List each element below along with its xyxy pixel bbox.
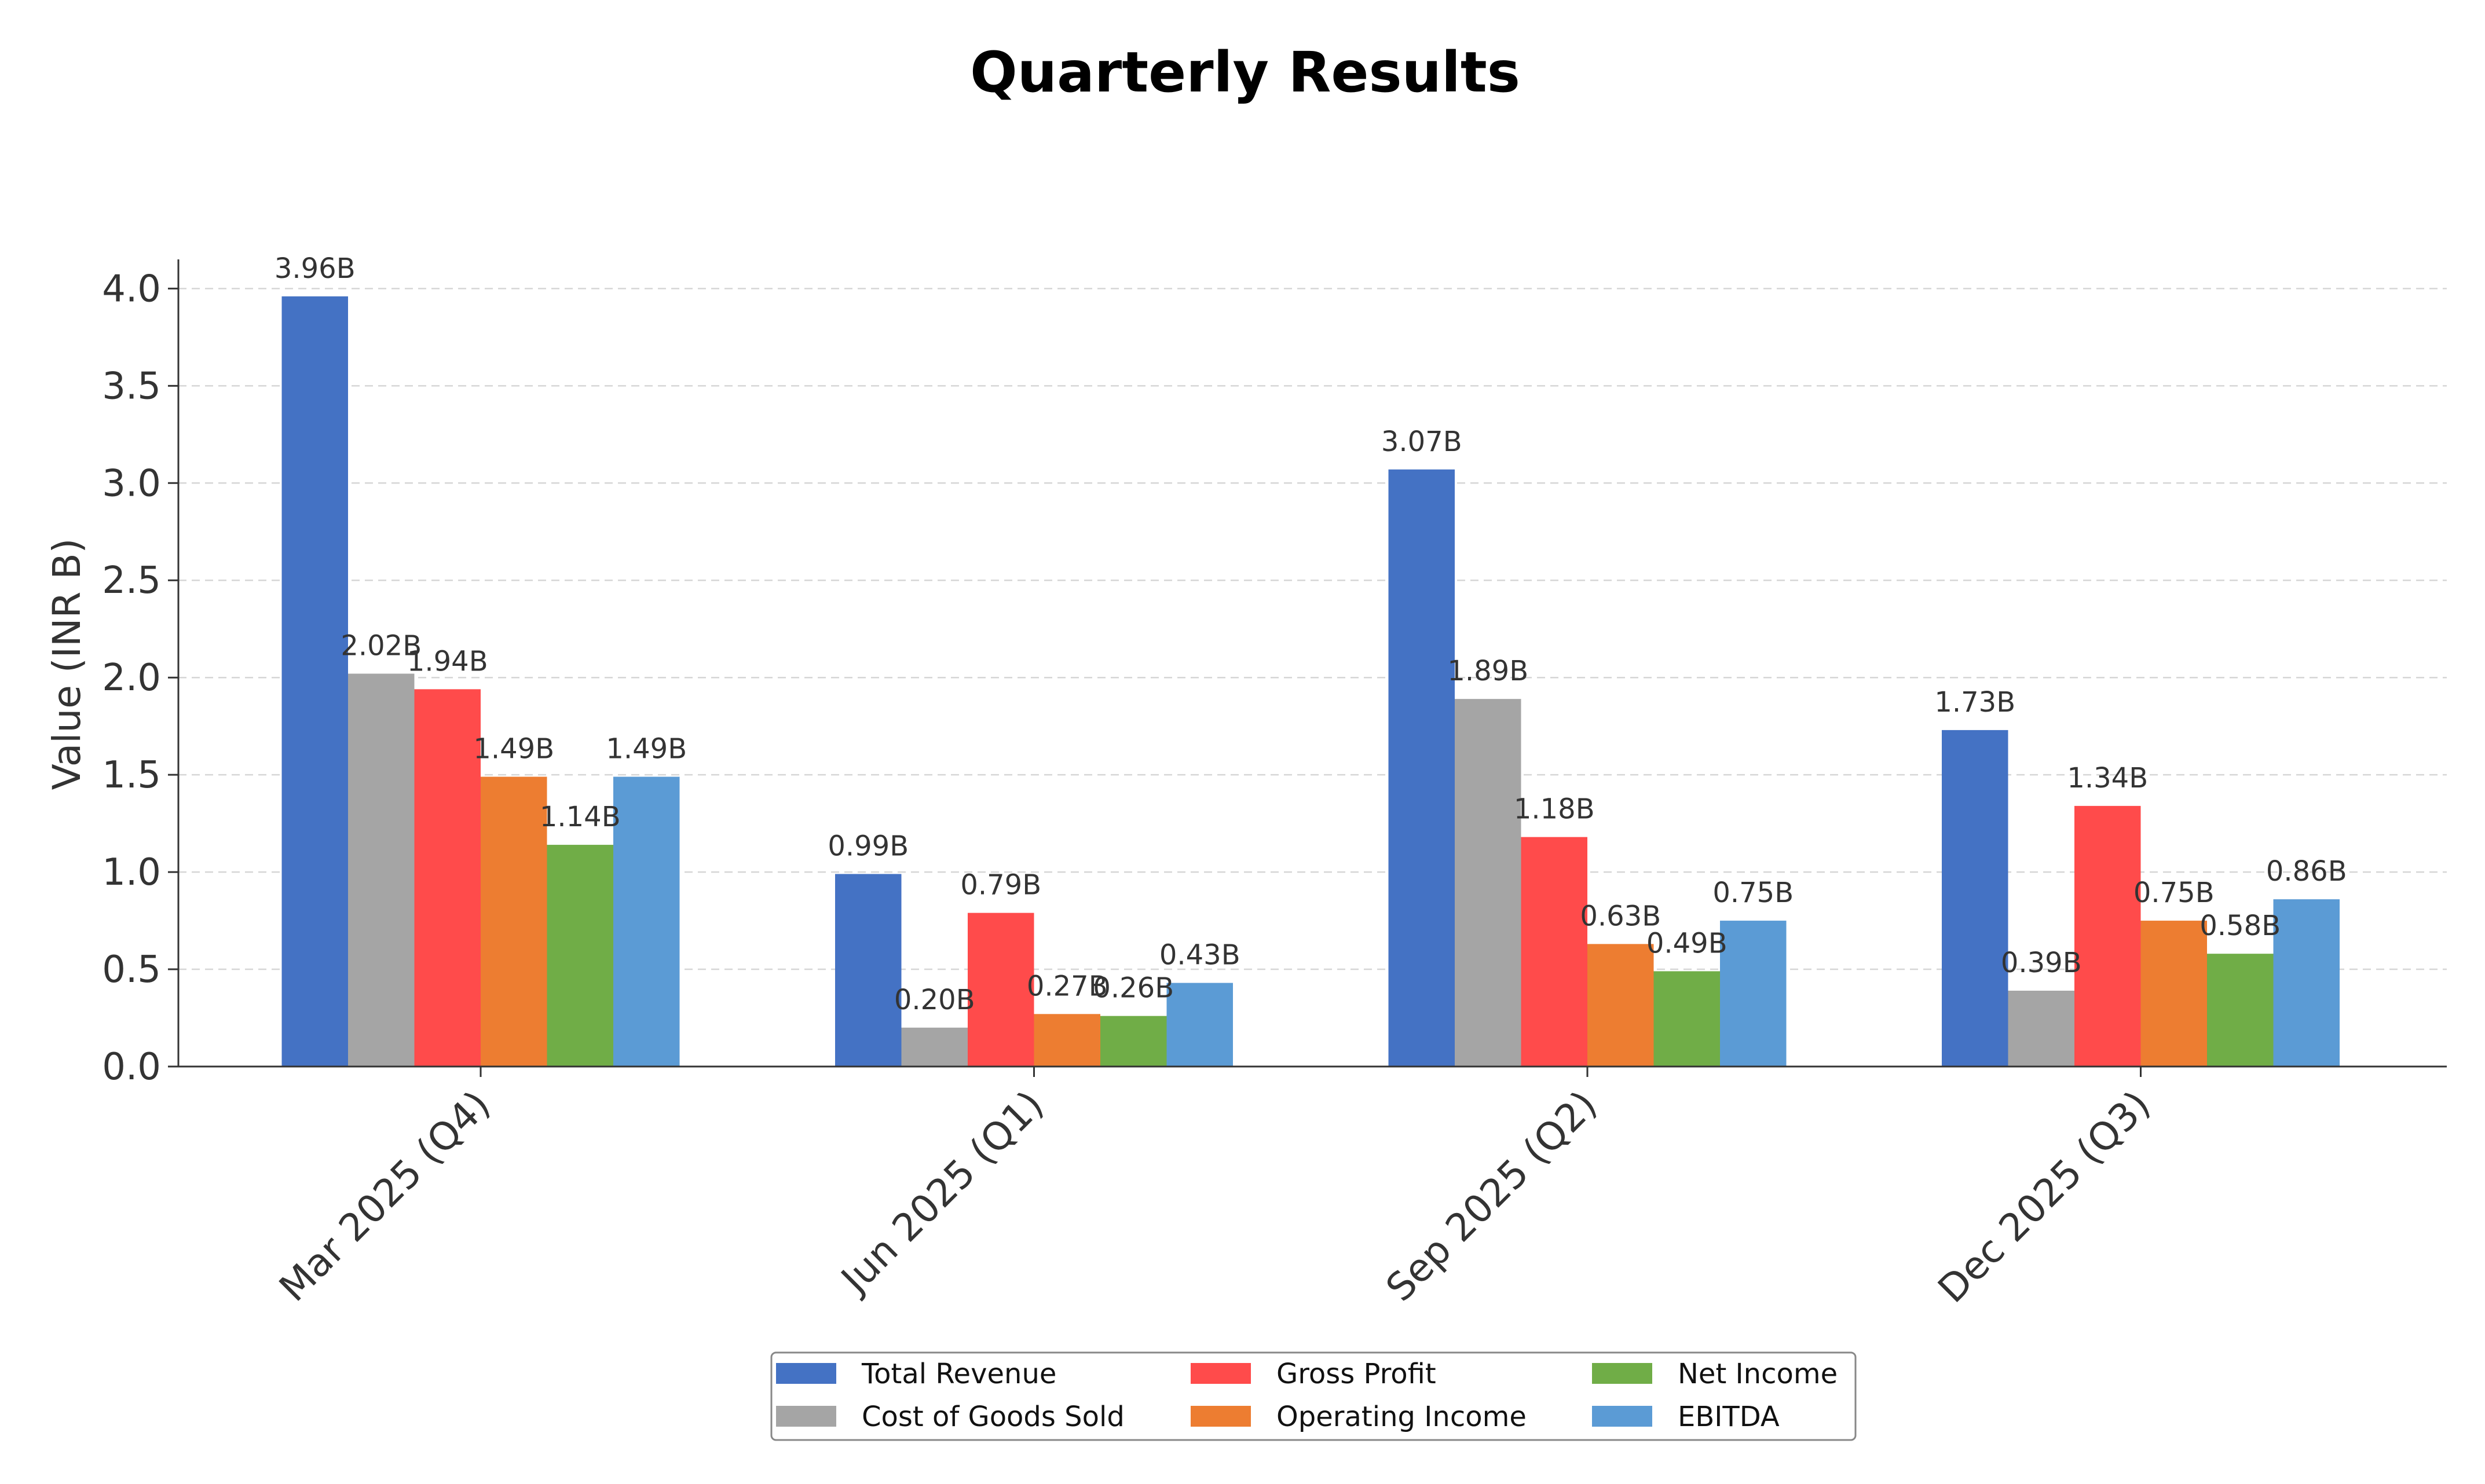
bar-operating-income [2140, 921, 2207, 1067]
legend-swatch [776, 1406, 836, 1427]
legend-swatch [1191, 1406, 1251, 1427]
bar-operating-income [481, 776, 547, 1067]
y-axis-label: Value (INR B) [45, 538, 89, 790]
legend-swatch [776, 1363, 836, 1384]
bar-total-revenue [835, 874, 902, 1067]
legend-swatch [1592, 1363, 1652, 1384]
data-label: 2.02B [341, 629, 422, 662]
data-label: 1.49B [473, 733, 554, 765]
bar-net-income [1653, 971, 1720, 1067]
data-label: 0.20B [894, 984, 975, 1016]
legend-label: Net Income [1678, 1358, 1838, 1390]
y-tick-label: 1.0 [102, 851, 161, 894]
axes-group [177, 259, 2447, 1068]
bar-total-revenue [281, 296, 348, 1067]
data-label: 1.89B [1447, 655, 1528, 687]
legend-label: Cost of Goods Sold [862, 1401, 1125, 1433]
bar-gross-profit [414, 689, 481, 1067]
bar-cost-of-goods-sold [1455, 699, 1521, 1067]
data-label: 0.27B [1027, 970, 1108, 1002]
bar-ebitda [2273, 899, 2340, 1067]
data-label: 0.49B [1646, 927, 1728, 959]
data-labels-group: 3.96B 0.99B 3.07B 1.73B 2.02B 0.20B 1.89B 0.39B… [275, 252, 2347, 1016]
legend-label: Gross Profit [1276, 1358, 1436, 1390]
y-tick-label: 0.0 [102, 1046, 161, 1089]
y-tick-label: 1.5 [102, 754, 161, 797]
y-tick-label: 2.5 [102, 559, 161, 602]
data-label: 0.75B [1712, 877, 1794, 909]
legend-swatch [1592, 1406, 1652, 1427]
bar-gross-profit [1521, 837, 1587, 1067]
bar-gross-profit [2074, 805, 2141, 1067]
bar-total-revenue [1942, 730, 2008, 1067]
bar-cost-of-goods-sold [348, 673, 415, 1067]
bar-total-revenue [1388, 469, 1455, 1067]
x-tick-label: Mar 2025 (Q4) [271, 1082, 499, 1310]
data-label: 1.94B [407, 645, 488, 677]
x-tick-label: Dec 2025 (Q3) [1930, 1082, 2159, 1311]
y-tick-label: 2.0 [102, 657, 161, 699]
bar-net-income [2207, 954, 2274, 1067]
bar-operating-income [1587, 944, 1654, 1067]
y-tick-label: 0.5 [102, 948, 161, 991]
legend-label: EBITDA [1678, 1401, 1780, 1433]
data-label: 1.14B [540, 801, 621, 833]
bar-gross-profit [968, 913, 1034, 1067]
y-tick-label: 3.5 [102, 365, 161, 408]
data-label: 1.18B [1514, 793, 1595, 826]
legend-swatch [1191, 1363, 1251, 1384]
bar-net-income [547, 845, 613, 1067]
legend-label: Total Revenue [861, 1358, 1056, 1390]
legend-box [770, 1351, 1857, 1441]
x-ticks-group: Mar 2025 (Q4) Jun 2025 (Q1) Sep 2025 (Q2) D… [271, 1067, 2159, 1311]
chart-title: Quarterly Results [970, 40, 1520, 105]
data-label: 0.75B [2133, 877, 2215, 909]
bar-ebitda [613, 776, 680, 1067]
bar-cost-of-goods-sold [901, 1027, 968, 1067]
bar-cost-of-goods-sold [2008, 990, 2074, 1067]
data-label: 3.07B [1381, 426, 1462, 458]
data-label: 0.63B [1580, 900, 1661, 932]
x-tick-label: Jun 2025 (Q1) [831, 1082, 1052, 1303]
y-tick-label: 3.0 [102, 462, 161, 505]
bar-net-income [1100, 1016, 1167, 1067]
bars-group [281, 296, 2340, 1067]
bar-ebitda [1720, 921, 1787, 1067]
bar-operating-income [1034, 1014, 1100, 1067]
data-label: 0.86B [2266, 855, 2347, 888]
bar-ebitda [1166, 983, 1233, 1067]
legend-label: Operating Income [1276, 1401, 1527, 1433]
data-label: 0.99B [828, 830, 909, 862]
data-label: 0.39B [2001, 947, 2082, 979]
data-label: 3.96B [275, 252, 356, 285]
data-label: 0.26B [1093, 972, 1174, 1005]
data-label: 0.43B [1159, 939, 1240, 972]
data-label: 0.79B [960, 869, 1041, 902]
y-ticks-group: 0.0 0.5 1.0 1.5 2.0 2.5 3.0 3.5 4.0 [102, 268, 178, 1089]
data-label: 1.34B [2067, 762, 2148, 794]
data-label: 1.73B [1934, 686, 2015, 719]
x-tick-label: Sep 2025 (Q2) [1378, 1082, 1606, 1310]
y-tick-label: 4.0 [102, 268, 161, 310]
data-label: 0.58B [2199, 910, 2281, 942]
data-label: 1.49B [606, 733, 687, 765]
legend: Total Revenue Cost of Goods Sold Gross Pro… [770, 1351, 1857, 1441]
